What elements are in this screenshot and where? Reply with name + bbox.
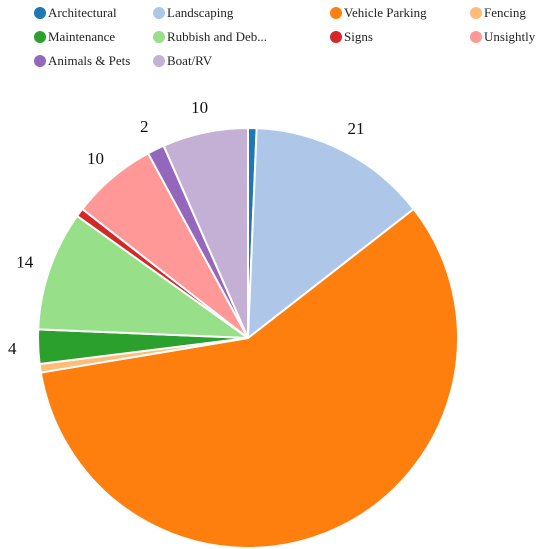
legend-item-architectural[interactable]: Architectural [34, 4, 117, 22]
legend-swatch [470, 31, 482, 43]
legend-item-rubbish-and-deb[interactable]: Rubbish and Deb... [153, 28, 267, 46]
data-label-animals-pets: 2 [140, 117, 149, 136]
pie-slice-rubbish-and-deb[interactable] [37, 214, 249, 339]
data-label-landscaping: 21 [348, 119, 365, 138]
legend-item-unsightly[interactable]: Unsightly [470, 28, 535, 46]
data-label-unsightly: 10 [87, 149, 104, 168]
legend-swatch [330, 31, 342, 43]
data-label-boat-rv: 10 [191, 98, 208, 117]
chart-legend: Architectural Landscaping Vehicle Parking F… [0, 0, 551, 90]
legend-swatch [153, 7, 165, 19]
legend-label: Fencing [484, 5, 526, 20]
legend-item-fencing[interactable]: Fencing [470, 4, 526, 22]
legend-swatch [330, 7, 342, 19]
legend-swatch [153, 31, 165, 43]
data-label-vehicle-parking: 88 [334, 545, 351, 549]
legend-item-animals-pets[interactable]: Animals & Pets [34, 52, 130, 70]
legend-label: Architectural [48, 5, 117, 20]
legend-label: Rubbish and Deb... [167, 29, 268, 44]
data-label-maintenance: 4 [8, 339, 17, 358]
legend-item-vehicle-parking[interactable]: Vehicle Parking [330, 4, 427, 22]
legend-swatch [34, 55, 46, 67]
legend-label: Vehicle Parking [344, 5, 427, 20]
legend-item-landscaping[interactable]: Landscaping [153, 4, 233, 22]
pie-slice-landscaping[interactable] [247, 127, 415, 339]
legend-item-signs[interactable]: Signs [330, 28, 373, 46]
legend-label: Landscaping [167, 5, 234, 20]
legend-item-boat-rv[interactable]: Boat/RV [153, 52, 212, 70]
legend-swatch [34, 31, 46, 43]
legend-label: Maintenance [48, 29, 116, 44]
data-label-rubbish-and-deb: 14 [16, 252, 34, 271]
legend-label: Signs [344, 29, 373, 44]
pie-slice-vehicle-parking[interactable] [39, 208, 459, 549]
pie-slice-boat-rv[interactable] [162, 127, 249, 339]
legend-swatch [34, 7, 46, 19]
legend-label: Animals & Pets [48, 53, 131, 68]
legend-label: Boat/RV [167, 53, 213, 68]
legend-label: Unsightly [484, 29, 536, 44]
legend-swatch [153, 55, 165, 67]
legend-item-maintenance[interactable]: Maintenance [34, 28, 115, 46]
legend-swatch [470, 7, 482, 19]
